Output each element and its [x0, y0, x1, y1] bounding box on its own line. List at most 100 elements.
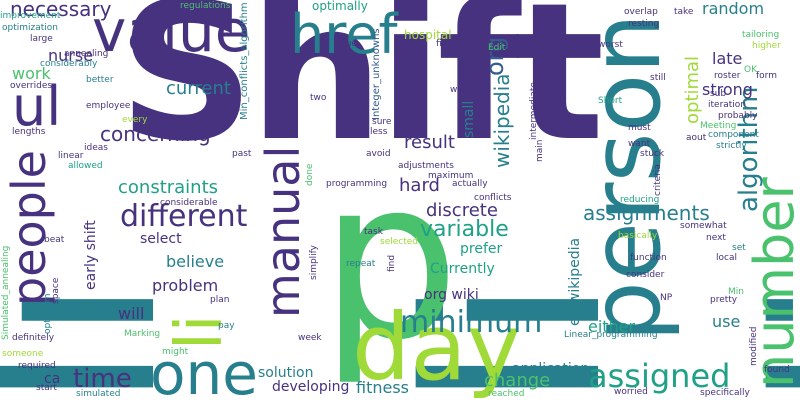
word: Short [598, 96, 623, 106]
word: prefer [460, 241, 503, 257]
word: fixed [436, 39, 458, 49]
word: main [535, 139, 545, 163]
word: basically [618, 231, 658, 241]
word: want [628, 139, 651, 149]
word: sure [372, 117, 392, 127]
word: linear [58, 151, 84, 161]
word: reducing [620, 195, 660, 205]
word: selected [380, 237, 418, 247]
word: one [150, 340, 258, 400]
word: day [352, 294, 522, 400]
word: Edit [488, 43, 506, 53]
word: beat [44, 235, 65, 245]
word: must [628, 123, 651, 133]
word: adjustments [398, 161, 454, 171]
word: two [310, 93, 327, 103]
word: worst [598, 40, 623, 50]
word: strictly [716, 141, 747, 151]
word: function [630, 253, 667, 263]
word: org wiki [424, 287, 479, 303]
word: manual [256, 145, 310, 318]
word: switches [182, 71, 221, 81]
word: due [340, 39, 357, 49]
word: component [708, 130, 759, 140]
word: considerably [40, 59, 98, 69]
word: necessary [10, 0, 112, 21]
word: wikipedia [490, 73, 514, 168]
word: ideas [84, 143, 108, 153]
word: somewhat [680, 221, 727, 231]
word: li [163, 314, 237, 350]
word: will [118, 304, 145, 323]
word: found [764, 365, 790, 375]
word: OK [744, 65, 757, 75]
word: repeat [346, 259, 376, 269]
word: result [404, 132, 455, 153]
word: improvement [0, 11, 61, 21]
word: probably [718, 111, 758, 121]
word: set [732, 243, 746, 253]
word: space [51, 277, 61, 304]
word: nurse [48, 46, 94, 65]
word: sub [710, 89, 727, 99]
word: lengths [12, 127, 46, 137]
word: conflicts [474, 193, 512, 203]
word: allowed [68, 161, 103, 171]
word: avoid [366, 149, 391, 159]
word: Min_conflicts_algorithm [239, 2, 250, 120]
word: better [86, 75, 114, 85]
word: optimization [2, 23, 58, 33]
word: working [450, 85, 486, 95]
word: Meeting [700, 121, 737, 131]
word: consider [626, 270, 665, 280]
word: employee [86, 101, 131, 111]
word: next [706, 233, 726, 243]
word: pretty [710, 295, 738, 305]
word: p [320, 132, 460, 388]
word: optimal [682, 55, 703, 124]
word: discrete [426, 200, 498, 221]
word: find [387, 254, 397, 272]
word: actually [452, 179, 488, 189]
word: less [370, 127, 388, 137]
word: form [756, 71, 777, 81]
word: concerning [100, 122, 211, 146]
word: iteration [708, 100, 747, 110]
word: strong [702, 80, 753, 99]
word: still [650, 73, 666, 83]
word: programming [326, 179, 388, 189]
word: value [92, 0, 251, 65]
word: Simulated_annealing [1, 245, 11, 340]
word: change [484, 370, 551, 391]
word: simplify [309, 244, 319, 280]
word: Currently [430, 261, 495, 277]
word: overlap [624, 7, 658, 17]
word: worried [614, 387, 648, 397]
word: intermediate [529, 82, 539, 140]
word: roster [714, 71, 741, 81]
word: en wikipedia [567, 237, 583, 326]
word: someone [2, 349, 44, 359]
word: specifically [700, 388, 750, 398]
word: ul [12, 75, 62, 138]
word: tailoring [742, 30, 780, 40]
word: use [712, 312, 741, 331]
word: week [298, 333, 322, 343]
word: might [162, 347, 189, 357]
word: plan [210, 295, 230, 305]
word: people [2, 150, 56, 306]
word: task [364, 227, 383, 237]
word: solution [258, 365, 314, 381]
word: current [166, 78, 231, 99]
word: variable [420, 217, 509, 242]
word: definitely [12, 333, 55, 343]
word: Linear_programming [564, 330, 658, 340]
word: early shift [83, 220, 99, 290]
word: criteria [653, 164, 663, 196]
word: pay [218, 321, 235, 331]
word: higher [752, 41, 781, 51]
word: take [674, 7, 694, 17]
word: NP [660, 293, 673, 303]
word: maximum [428, 171, 474, 181]
